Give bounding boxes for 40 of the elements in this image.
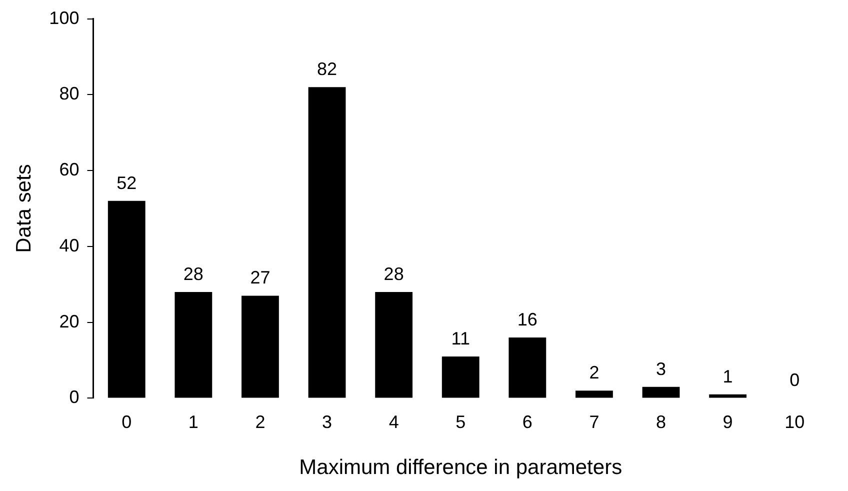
- y-tick-label: 100: [49, 8, 80, 28]
- y-tick-label: 0: [69, 387, 80, 408]
- bar: [642, 386, 680, 398]
- x-tick-label: 10: [784, 412, 805, 432]
- bar: [174, 292, 212, 398]
- bar: [308, 87, 346, 398]
- data-label: 28: [384, 264, 404, 284]
- y-tick-label: 20: [59, 311, 80, 332]
- x-tick-label: 9: [722, 412, 733, 432]
- bar: [442, 356, 480, 398]
- bar: [108, 200, 146, 398]
- data-label: 16: [517, 309, 538, 330]
- x-tick-label: 6: [522, 412, 532, 432]
- x-tick-label: 5: [456, 412, 466, 432]
- x-tick-label: 4: [388, 412, 399, 432]
- y-tick-label: 40: [59, 235, 80, 256]
- bar: [576, 390, 613, 398]
- data-label: 27: [250, 268, 270, 288]
- x-tick-label: 8: [656, 412, 666, 432]
- x-tick-label: 1: [188, 412, 198, 432]
- data-label: 3: [656, 358, 666, 379]
- data-label: 11: [451, 328, 470, 348]
- x-tick-label: 0: [122, 412, 132, 432]
- data-label: 2: [589, 362, 600, 383]
- x-axis-title: Maximum difference in parameters: [299, 456, 622, 480]
- bar: [709, 394, 747, 398]
- data-label: 28: [183, 264, 204, 284]
- data-label: 1: [722, 366, 733, 386]
- y-tick-label: 80: [59, 84, 80, 104]
- x-tick-label: 3: [322, 412, 332, 432]
- y-axis-title: Data sets: [12, 164, 36, 253]
- bar: [508, 337, 546, 398]
- data-label: 0: [790, 370, 800, 390]
- data-label: 82: [317, 59, 338, 80]
- bar: [242, 296, 279, 398]
- bar: [375, 292, 413, 398]
- data-label: 52: [116, 172, 137, 193]
- x-tick-label: 2: [255, 412, 266, 432]
- x-tick-label: 7: [589, 412, 600, 432]
- y-tick-label: 60: [59, 160, 80, 180]
